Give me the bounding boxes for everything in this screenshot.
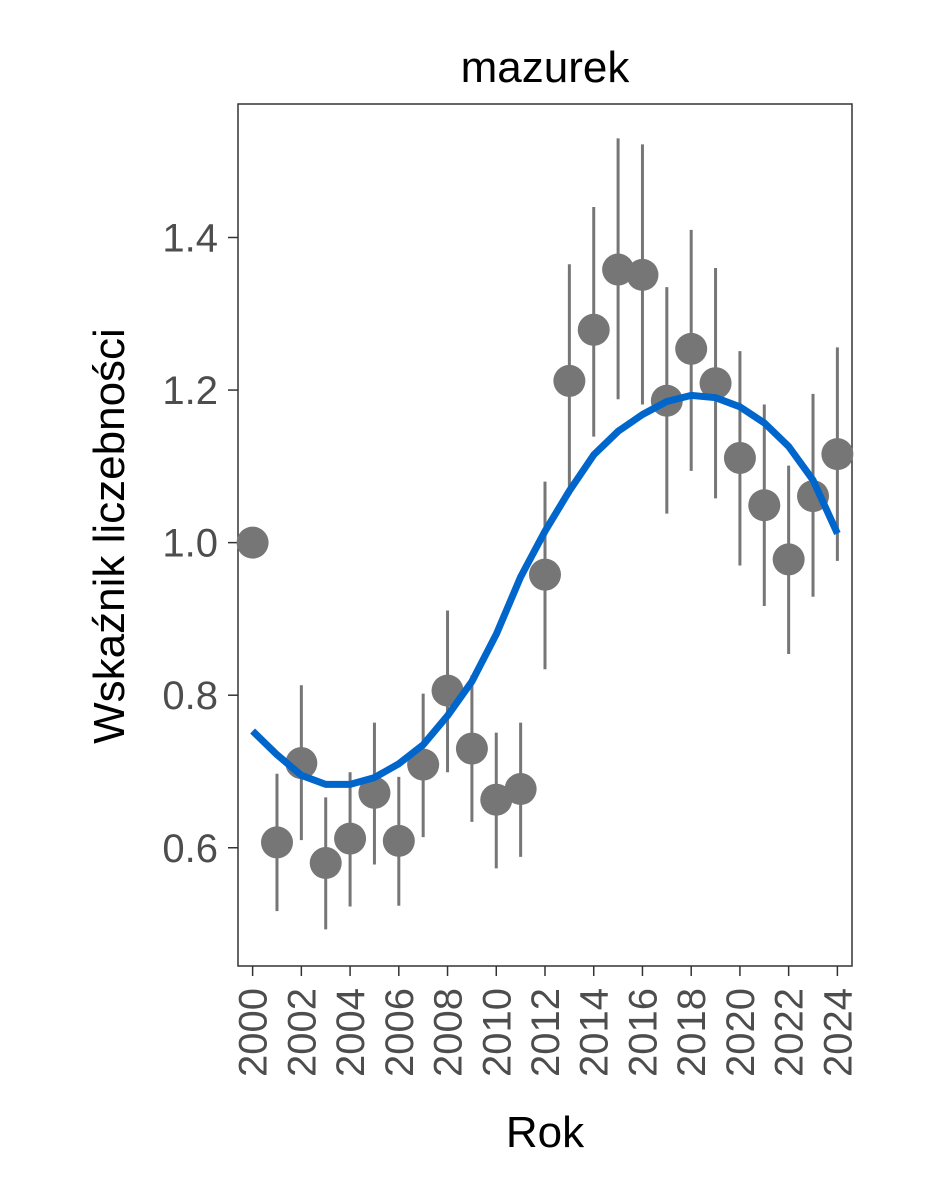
- y-tick-label: 1.2: [162, 369, 218, 413]
- y-tick-label: 0.8: [162, 674, 218, 718]
- data-point-2011: [504, 773, 537, 806]
- data-point-2013: [553, 364, 586, 397]
- data-point-2024: [821, 438, 854, 471]
- x-tick-label: 2008: [427, 988, 471, 1077]
- data-point-2006: [382, 824, 415, 857]
- x-tick-label: 2022: [768, 988, 812, 1077]
- y-tick-label: 1.4: [162, 216, 218, 260]
- x-tick-label: 2000: [232, 988, 276, 1077]
- data-point-2001: [260, 826, 293, 859]
- data-point-2007: [407, 748, 440, 781]
- data-point-2022: [772, 543, 805, 576]
- x-tick-label: 2016: [621, 988, 665, 1077]
- data-point-2005: [358, 776, 391, 809]
- x-tick-label: 2018: [670, 988, 714, 1077]
- y-tick-label: 0.6: [162, 827, 218, 871]
- data-point-2019: [699, 367, 732, 400]
- y-axis-title: Wskaźnik liczebności: [85, 328, 134, 744]
- x-tick-label: 2014: [573, 988, 617, 1077]
- data-point-2020: [723, 441, 756, 474]
- data-point-2003: [309, 847, 342, 880]
- data-point-2021: [748, 489, 781, 522]
- y-axis: 0.6 0.8 1.0 1.2 1.4: [162, 216, 238, 871]
- data-point-2018: [675, 332, 708, 365]
- chart-title: mazurek: [461, 43, 631, 92]
- x-axis-title: Rok: [506, 1108, 585, 1157]
- data-point-2016: [626, 258, 659, 291]
- x-tick-label: 2002: [280, 988, 324, 1077]
- data-point-2014: [577, 313, 610, 346]
- y-tick-label: 1.0: [162, 522, 218, 566]
- trend-line: [250, 391, 841, 788]
- x-tick-label: 2004: [329, 988, 373, 1077]
- x-tick-label: 2024: [816, 988, 860, 1077]
- x-axis: 2000 2002 2004 2006 2008 2010 2012 2014 2016 2018…: [232, 966, 860, 1077]
- data-point-2015: [602, 253, 635, 286]
- x-tick-label: 2010: [475, 988, 519, 1077]
- x-tick-label: 2006: [378, 988, 422, 1077]
- x-tick-label: 2012: [524, 988, 568, 1077]
- x-tick-label: 2020: [719, 988, 763, 1077]
- data-point-2009: [455, 732, 488, 765]
- data-points: [236, 253, 854, 880]
- data-point-2012: [529, 558, 561, 591]
- data-point-2004: [334, 822, 367, 855]
- data-point-2010: [480, 783, 513, 816]
- data-point-2000: [236, 526, 269, 559]
